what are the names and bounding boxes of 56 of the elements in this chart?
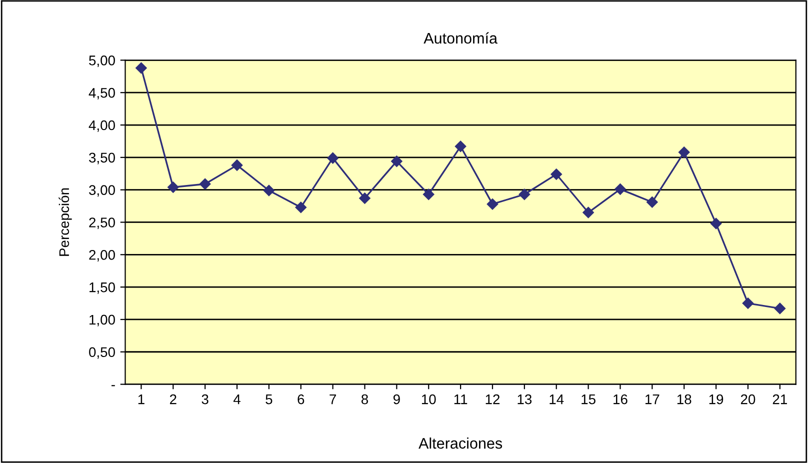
x-tick-label: 20	[740, 394, 756, 404]
point	[136, 62, 147, 74]
x-tick-label: 12	[486, 394, 500, 404]
y-tick-label: -	[112, 385, 115, 386]
point	[678, 146, 690, 158]
point	[168, 182, 179, 193]
x-tick-label: 7	[330, 394, 336, 404]
point	[359, 192, 370, 204]
y-tick-label: 2,00	[89, 250, 115, 262]
point	[391, 156, 402, 167]
x-tick-label: 10	[422, 394, 436, 404]
x-tick-label: 19	[709, 394, 724, 404]
x-tick-label: 9	[393, 394, 400, 404]
x-tick-label: 16	[614, 394, 628, 404]
y-tick-label: 1,00	[90, 314, 115, 326]
point	[295, 202, 306, 213]
x-tick-label: 5	[266, 394, 272, 404]
x-tick-label: 1	[138, 394, 144, 404]
x-tick-label: 15	[582, 394, 596, 404]
point	[486, 198, 498, 210]
point	[550, 168, 562, 180]
y-tick-label: 0,50	[89, 347, 115, 359]
x-tick-label: 4	[233, 394, 240, 404]
chart-title: Autonomía	[424, 32, 498, 44]
x-tick-label: 18	[677, 394, 692, 404]
point	[231, 160, 243, 171]
point	[263, 184, 275, 196]
point	[614, 184, 626, 195]
point	[454, 140, 466, 152]
x-axis-title: Alteraciones	[418, 438, 502, 449]
point	[327, 152, 338, 164]
point	[423, 188, 434, 200]
point	[774, 302, 786, 314]
y-tick-label: 1,50	[90, 282, 115, 294]
x-tick-label: 14	[550, 394, 564, 404]
y-tick-label: 4,50	[88, 88, 115, 100]
y-tick-label: 4,00	[88, 120, 115, 132]
point	[710, 218, 722, 230]
y-tick-label: 5,00	[89, 56, 115, 67]
y-tick-label: 2,50	[89, 218, 115, 230]
x-tick-label: 17	[646, 394, 660, 404]
point	[518, 188, 530, 200]
point	[199, 178, 211, 190]
point	[742, 298, 754, 309]
point	[582, 206, 594, 218]
x-tick-label: 21	[772, 394, 787, 404]
x-tick-label: 2	[170, 394, 176, 404]
x-tick-label: 8	[361, 394, 368, 404]
y-tick-label: 3,00	[89, 185, 115, 197]
x-tick-label: 6	[298, 394, 304, 404]
x-tick-label: 11	[454, 394, 468, 404]
x-tick-label: 3	[202, 394, 208, 404]
y-axis-title: Percepción	[58, 188, 72, 256]
point	[646, 196, 658, 208]
x-tick-label: 13	[518, 394, 532, 404]
y-tick-label: 3,50	[89, 152, 115, 164]
